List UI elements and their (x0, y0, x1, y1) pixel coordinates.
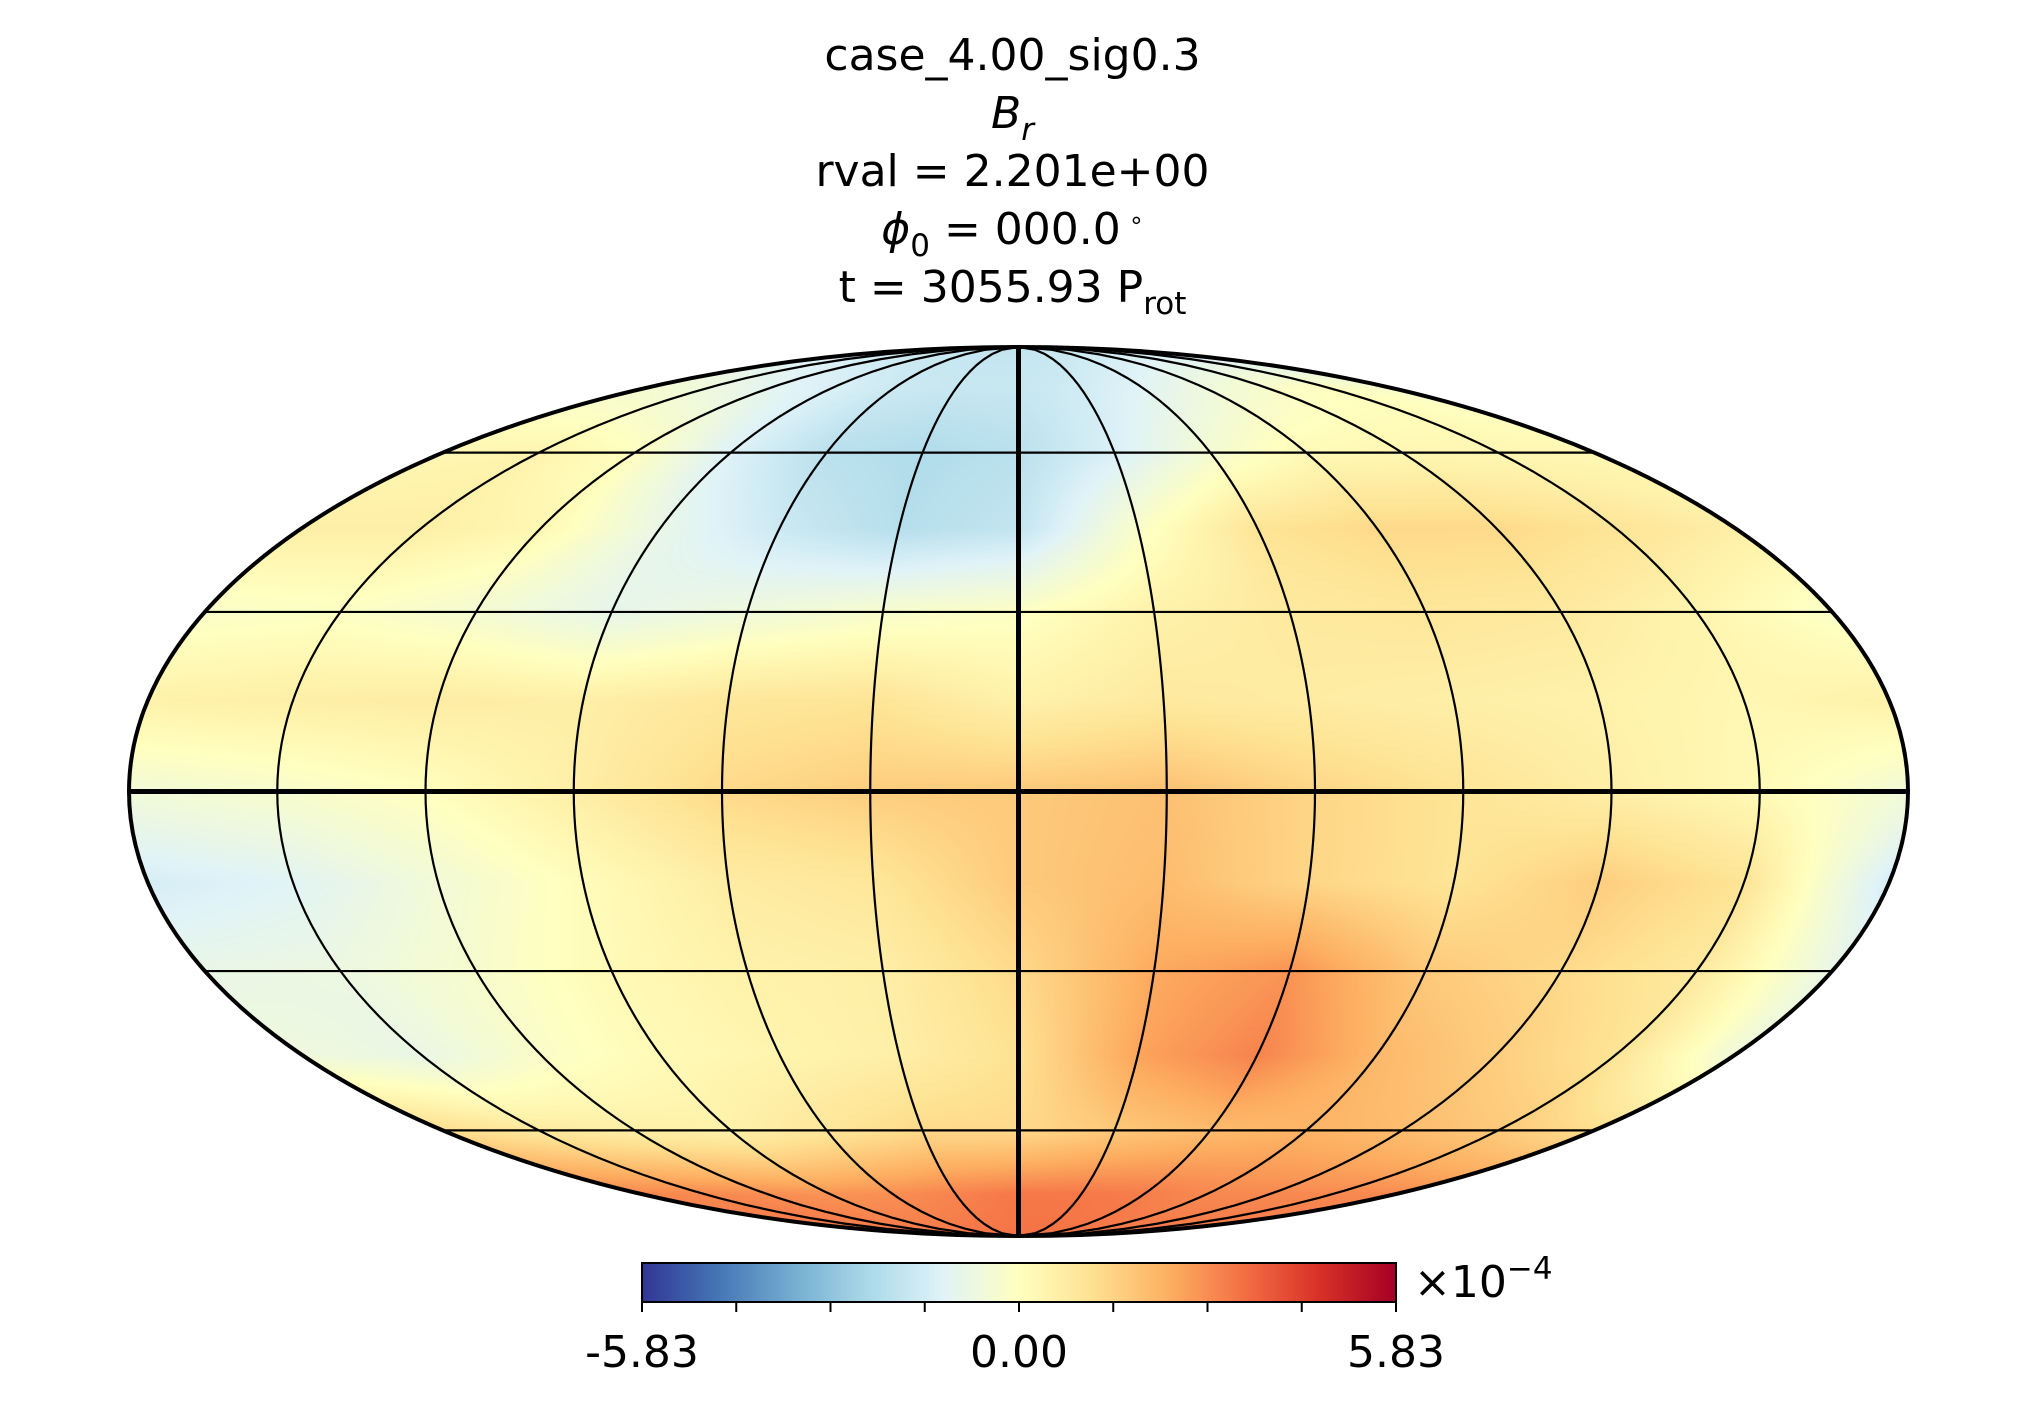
meridian-line (424, 345, 1019, 1238)
title-phi: ϕ0 = 000.0 ∘ (0, 204, 2025, 265)
phi-symbol: ϕ (881, 204, 911, 255)
time-subscript: rot (1143, 286, 1187, 322)
meridian-line (1018, 345, 1613, 1238)
graticule (129, 345, 1908, 1238)
colorbar-tick-label: 0.00 (970, 1327, 1068, 1378)
phi-degree: ∘ (1128, 206, 1144, 234)
phi-subscript: 0 (910, 228, 930, 264)
phi-value: = 000.0 (929, 204, 1121, 255)
title-case: case_4.00_sig0.3 (824, 30, 1201, 81)
quantity-symbol: B (991, 88, 1022, 139)
title-quantity: Br (0, 88, 2025, 149)
colorbar-gradient (641, 1262, 1397, 1303)
meridian-line (869, 345, 1019, 1238)
meridian-line (276, 345, 1019, 1238)
title-rval: rval = 2.201e+00 (815, 146, 1210, 197)
map-outline (127, 345, 1910, 1238)
meridian-line (1018, 345, 1761, 1238)
quantity-subscript: r (1021, 112, 1034, 148)
meridian-line (1018, 345, 1168, 1238)
colorbar-tick-label: -5.83 (585, 1327, 699, 1378)
meridian-line (720, 345, 1019, 1238)
colorbar-exponent: ×10−4 (1414, 1251, 1553, 1308)
meridian-line (572, 345, 1019, 1238)
title-time: t = 3055.93 Prot (0, 262, 2025, 323)
meridian-line (1018, 345, 1465, 1238)
colorbar-tick-label: 5.83 (1347, 1327, 1445, 1378)
time-prefix: t = 3055.93 P (838, 262, 1144, 313)
colorbar: -5.83 0.00 5.83 ×10−4 (585, 1251, 1552, 1378)
meridian-line (1018, 345, 1317, 1238)
